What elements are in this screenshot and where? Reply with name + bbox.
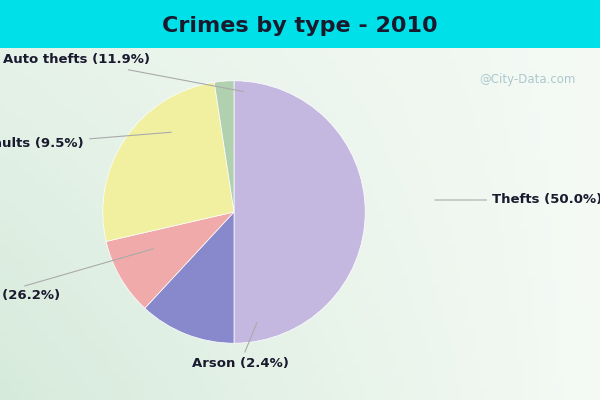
- Wedge shape: [145, 212, 234, 343]
- Wedge shape: [103, 82, 234, 242]
- Wedge shape: [214, 81, 234, 212]
- Text: Burglaries (26.2%): Burglaries (26.2%): [0, 249, 154, 302]
- Text: Auto thefts (11.9%): Auto thefts (11.9%): [3, 54, 243, 92]
- Text: Thefts (50.0%): Thefts (50.0%): [435, 194, 600, 206]
- Text: Crimes by type - 2010: Crimes by type - 2010: [162, 16, 438, 36]
- Text: Arson (2.4%): Arson (2.4%): [191, 322, 289, 370]
- Wedge shape: [234, 81, 365, 343]
- Wedge shape: [106, 212, 234, 308]
- Text: Assaults (9.5%): Assaults (9.5%): [0, 132, 171, 150]
- Text: @City-Data.com: @City-Data.com: [479, 74, 576, 86]
